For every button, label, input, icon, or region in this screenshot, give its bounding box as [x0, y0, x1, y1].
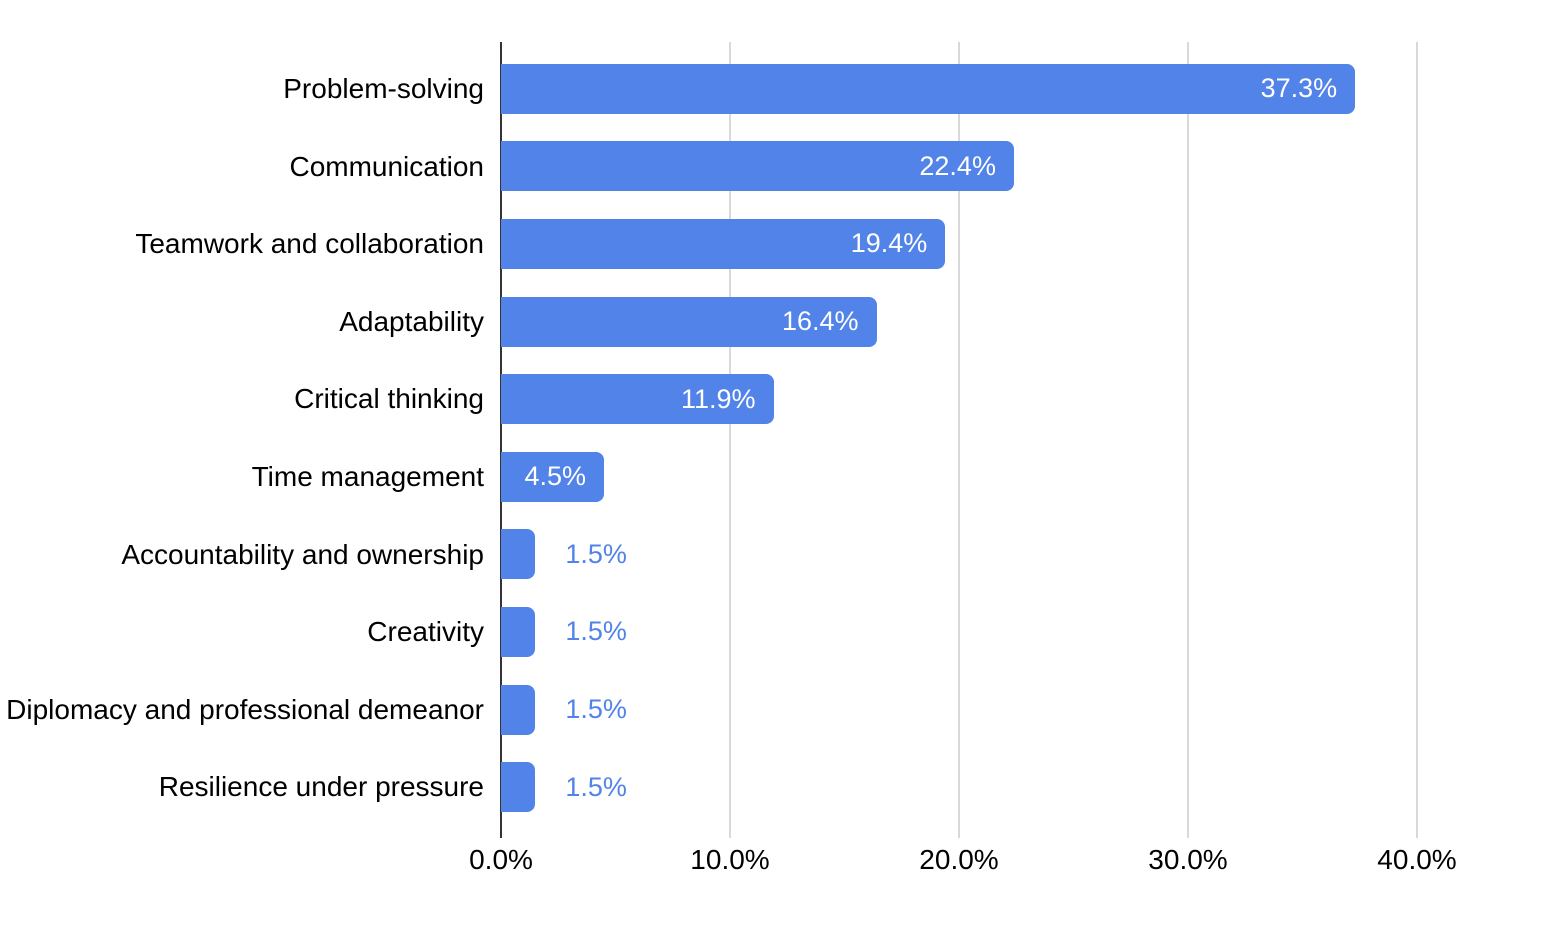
bar-area: 1.5% [501, 671, 1556, 749]
bar-area: 11.9% [501, 360, 1556, 438]
bar-area: 1.5% [501, 748, 1556, 826]
gridline [1187, 42, 1189, 838]
value-label: 1.5% [565, 538, 627, 569]
value-label: 4.5% [524, 461, 587, 492]
bar-row: Diplomacy and professional demeanor 1.5% [0, 671, 1556, 749]
x-tick-label: 10.0% [690, 844, 770, 875]
bar-area: 1.5% [501, 593, 1556, 671]
bar-row: Communication 22.4% [0, 128, 1556, 206]
bar-rows: Problem-solving 37.3% Communication 22.4% Te… [0, 50, 1556, 826]
category-label: Problem-solving [283, 73, 484, 105]
bar[interactable] [501, 606, 536, 657]
bar[interactable]: 37.3% [501, 63, 1356, 114]
bar[interactable]: 19.4% [501, 218, 946, 269]
bar[interactable] [501, 762, 536, 813]
x-tick-label: 30.0% [1148, 844, 1228, 875]
category-label: Communication [289, 150, 484, 182]
bar[interactable] [501, 529, 536, 580]
category-label: Time management [251, 461, 484, 493]
bar-row: Accountability and ownership 1.5% [0, 516, 1556, 594]
bar-area: 37.3% [501, 50, 1556, 128]
bar-area: 1.5% [501, 516, 1556, 594]
bar-row: Time management 4.5% [0, 438, 1556, 516]
bar-row: Creativity 1.5% [0, 593, 1556, 671]
bar[interactable]: 11.9% [501, 374, 774, 425]
value-label: 1.5% [565, 771, 627, 802]
value-label: 11.9% [680, 383, 756, 414]
bar-area: 19.4% [501, 205, 1556, 283]
value-label: 19.4% [850, 228, 928, 259]
bar-area: 16.4% [501, 283, 1556, 361]
x-tick-label: 20.0% [919, 844, 999, 875]
value-label: 1.5% [565, 694, 627, 725]
category-label: Resilience under pressure [158, 771, 484, 803]
value-label: 16.4% [781, 306, 859, 337]
gridline [729, 42, 731, 838]
x-tick-label: 40.0% [1377, 844, 1457, 875]
category-label: Adaptability [339, 305, 484, 337]
gridline-layer [500, 42, 1521, 838]
bar-area: 4.5% [501, 438, 1556, 516]
bar-row: Resilience under pressure 1.5% [0, 748, 1556, 826]
bar[interactable]: 4.5% [501, 451, 605, 502]
category-label: Accountability and ownership [121, 538, 484, 570]
bar[interactable]: 22.4% [501, 141, 1014, 192]
bar[interactable]: 16.4% [501, 296, 877, 347]
bar[interactable] [501, 684, 536, 735]
value-label: 22.4% [919, 150, 996, 181]
bar-area: 22.4% [501, 128, 1556, 206]
value-label: 1.5% [565, 616, 627, 647]
bar-row: Problem-solving 37.3% [0, 50, 1556, 128]
gridline [958, 42, 960, 838]
y-axis-line [500, 42, 502, 838]
x-tick-label: 0.0% [469, 844, 533, 875]
gridline [1416, 42, 1418, 838]
category-label: Critical thinking [294, 383, 484, 415]
bar-row: Adaptability 16.4% [0, 283, 1556, 361]
bar-row: Teamwork and collaboration 19.4% [0, 205, 1556, 283]
category-label: Creativity [367, 616, 484, 648]
category-label: Diplomacy and professional demeanor [6, 693, 484, 725]
category-label: Teamwork and collaboration [135, 228, 484, 260]
x-axis-tick-labels: 0.0% 10.0% 20.0% 30.0% 40.0% [469, 844, 1521, 884]
value-label: 37.3% [1260, 73, 1338, 104]
bar-row: Critical thinking 11.9% [0, 360, 1556, 438]
